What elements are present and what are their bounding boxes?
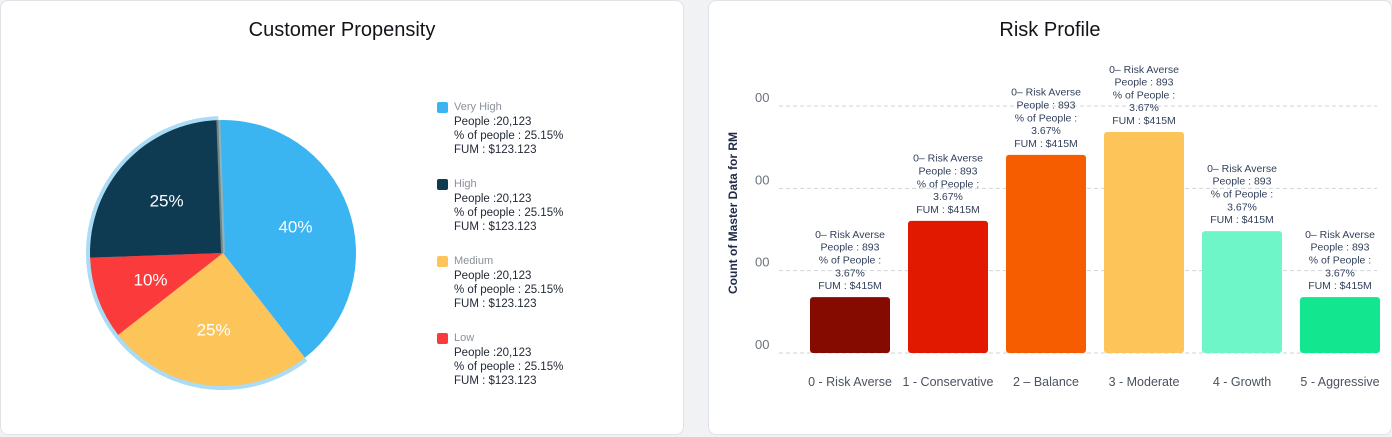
legend-fum: FUM : $123.123 bbox=[454, 144, 537, 156]
bar-annotation-line: 0– Risk Averse bbox=[913, 153, 983, 165]
legend-people: People :20,123 bbox=[454, 116, 532, 128]
bar-annotation-line: % of People : bbox=[1211, 188, 1273, 200]
bar-0-risk-averse[interactable] bbox=[810, 297, 890, 353]
pie-slice-very-high[interactable] bbox=[218, 120, 357, 358]
pie-label-very-high: 40% bbox=[278, 218, 312, 237]
pie-label-low: 10% bbox=[133, 270, 167, 289]
bar-annotation-line: FUM : $415M bbox=[1112, 115, 1176, 127]
risk-profile-title: Risk Profile bbox=[999, 19, 1101, 41]
risk-profile-card: Risk Profile Count of Master Data for RM… bbox=[708, 0, 1392, 435]
legend-fum: FUM : $123.123 bbox=[454, 221, 537, 233]
pie-label-medium: 25% bbox=[197, 321, 231, 340]
bar-annotation-line: People : 893 bbox=[1311, 242, 1370, 254]
x-tick-label: 1 - Conservative bbox=[902, 375, 993, 389]
legend-pct: % of people : 25.15% bbox=[454, 130, 564, 142]
bar-annotation-line: 3.67% bbox=[1129, 102, 1159, 114]
legend-swatch-medium bbox=[437, 255, 448, 267]
pie-slice-low[interactable] bbox=[90, 253, 223, 335]
bar-annotation-line: People : 893 bbox=[919, 166, 978, 178]
bar-annotation-line: People : 893 bbox=[1213, 176, 1272, 188]
legend-people: People :20,123 bbox=[454, 193, 532, 205]
legend-pct: % of people : 25.15% bbox=[454, 207, 564, 219]
legend-item-very-high: Very High People :20,123 % of people : 2… bbox=[437, 99, 677, 157]
bar-3-moderate[interactable] bbox=[1104, 132, 1184, 353]
bar-annotation-line: FUM : $415M bbox=[1210, 214, 1274, 226]
x-tick-label: 4 - Growth bbox=[1213, 375, 1271, 389]
y-axis-label: Count of Master Data for RM bbox=[726, 132, 740, 294]
legend-pct: % of people : 25.15% bbox=[454, 361, 564, 373]
legend-name-very-high: Very High bbox=[454, 101, 502, 113]
legend-name-high: High bbox=[454, 178, 477, 190]
legend-people: People :20,123 bbox=[454, 270, 532, 282]
bar-chart: Count of Master Data for RM 00 00 00 00 0 - R… bbox=[726, 64, 1380, 389]
pie-chart: 40% 25% 10% 25% bbox=[85, 116, 357, 390]
pie-slices: 40% 25% 10% 25% bbox=[85, 116, 357, 390]
bar-annotation-line: 0– Risk Averse bbox=[1011, 87, 1081, 99]
bar-annotation-line: 0– Risk Averse bbox=[1207, 163, 1277, 175]
customer-propensity-title: Customer Propensity bbox=[248, 19, 436, 41]
y-tick-label: 00 bbox=[755, 337, 769, 352]
legend-swatch-high bbox=[437, 178, 448, 190]
bar-annotation-line: FUM : $415M bbox=[1014, 138, 1078, 150]
legend-people: People :20,123 bbox=[454, 347, 532, 359]
bar-annotation-line: People : 893 bbox=[1115, 77, 1174, 89]
legend-swatch-low bbox=[437, 332, 448, 344]
bar-annotation-line: 3.67% bbox=[1031, 125, 1061, 137]
bar-annotation-line: 3.67% bbox=[1325, 267, 1355, 279]
bar-annotation-line: % of People : bbox=[917, 178, 979, 190]
bar-2-balance[interactable] bbox=[1006, 154, 1086, 353]
x-tick-label: 2 – Balance bbox=[1013, 375, 1079, 389]
bar-annotation-line: 0– Risk Averse bbox=[1305, 229, 1375, 241]
legend-name-medium: Medium bbox=[454, 255, 494, 267]
bar-1-conservative[interactable] bbox=[908, 220, 988, 353]
legend-fum: FUM : $123.123 bbox=[454, 298, 537, 310]
bar-annotation-line: People : 893 bbox=[1017, 99, 1076, 111]
pie-label-high: 25% bbox=[150, 191, 184, 210]
bar-annotation-line: 3.67% bbox=[1227, 201, 1257, 213]
legend-pct: % of people : 25.15% bbox=[454, 284, 564, 296]
x-tick-label: 0 - Risk Averse bbox=[808, 375, 892, 389]
bar-5-aggressive[interactable] bbox=[1300, 297, 1380, 353]
bar-annotation-line: % of People : bbox=[819, 255, 881, 267]
legend-item-medium: Medium People :20,123 % of people : 25.1… bbox=[437, 253, 677, 311]
y-tick-label: 00 bbox=[755, 90, 769, 105]
bar-annotation-line: % of People : bbox=[1309, 255, 1371, 267]
bar-4-growth[interactable] bbox=[1202, 231, 1282, 353]
legend-item-low: Low People :20,123 % of people : 25.15% … bbox=[437, 330, 677, 388]
legend-swatch-very-high bbox=[437, 101, 448, 113]
legend-name-low: Low bbox=[454, 332, 475, 344]
bar-annotation-line: People : 893 bbox=[821, 242, 880, 254]
pie-slice-high[interactable] bbox=[90, 120, 223, 258]
bar-annotation-line: FUM : $415M bbox=[818, 280, 882, 292]
x-tick-label: 3 - Moderate bbox=[1109, 375, 1180, 389]
pie-slice-medium[interactable] bbox=[118, 253, 305, 386]
bar-annotation-line: 3.67% bbox=[933, 191, 963, 203]
bar-annotation-line: 0– Risk Averse bbox=[815, 229, 885, 241]
y-tick-label: 00 bbox=[755, 172, 769, 187]
customer-propensity-card: Customer Propensity 40% 25% 10% 25% Very Hi… bbox=[0, 0, 684, 435]
bar-annotation-line: % of People : bbox=[1113, 89, 1175, 101]
legend-item-high: High People :20,123 % of people : 25.15%… bbox=[437, 176, 677, 234]
pie-legend: Very High People :20,123 % of people : 2… bbox=[437, 99, 677, 407]
bar-annotation-line: % of People : bbox=[1015, 112, 1077, 124]
bar-annotation-line: 3.67% bbox=[835, 267, 865, 279]
legend-fum: FUM : $123.123 bbox=[454, 375, 537, 387]
bar-annotation-line: FUM : $415M bbox=[1308, 280, 1372, 292]
pie-divider bbox=[216, 120, 225, 254]
x-tick-label: 5 - Aggressive bbox=[1300, 375, 1379, 389]
bar-annotation-line: FUM : $415M bbox=[916, 204, 980, 216]
y-tick-label: 00 bbox=[755, 255, 769, 270]
bar-annotation-line: 0– Risk Averse bbox=[1109, 64, 1179, 76]
